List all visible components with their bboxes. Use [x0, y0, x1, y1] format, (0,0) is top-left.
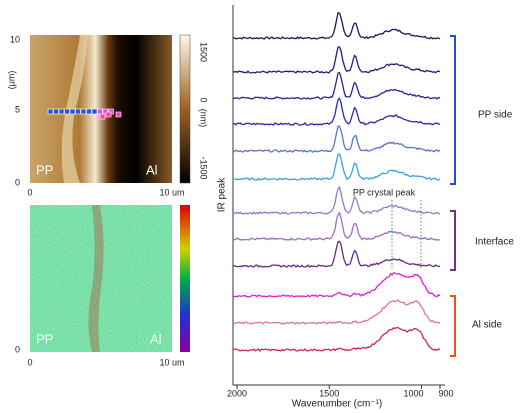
x-tick-label: 0	[27, 357, 32, 367]
bracket	[450, 210, 456, 271]
ir-left-label: PP	[36, 331, 53, 346]
y-tick-label: 0	[15, 177, 20, 187]
y-tick-label: 10	[10, 34, 20, 44]
marker	[97, 108, 103, 115]
marker	[53, 108, 59, 115]
spectrum	[232, 240, 441, 268]
colorbar-tick: -1500	[199, 156, 209, 179]
colorbar	[180, 205, 190, 352]
y-axis-label: (μm)	[6, 71, 16, 90]
afm-left-label: PP	[36, 162, 53, 177]
spectra	[232, 12, 441, 353]
marker	[102, 108, 109, 115]
spectrum	[233, 326, 441, 353]
spectrum	[232, 12, 441, 40]
marker	[69, 108, 76, 115]
marker	[64, 108, 70, 115]
x-tick-label: 1500	[319, 388, 339, 398]
x-tick-label: 0	[27, 187, 32, 197]
marker	[47, 108, 54, 115]
x-tick-label: 2000	[227, 388, 247, 398]
x-tick-label: 10 um	[159, 357, 184, 367]
colorbar	[179, 34, 191, 184]
ir-image	[30, 205, 172, 352]
afm-right-label: Al	[146, 162, 158, 177]
spectrum	[233, 71, 441, 100]
marker	[86, 108, 92, 115]
colorbar-tick: 0	[199, 97, 209, 102]
group-label: Al side	[472, 320, 502, 331]
marker	[115, 111, 122, 118]
colorbar-unit: (nm)	[199, 109, 209, 128]
spectrum	[232, 97, 441, 126]
marker	[99, 113, 106, 120]
x-tick-label: 900	[438, 388, 453, 398]
marker	[75, 108, 81, 115]
y-tick-label: 5	[15, 104, 20, 114]
spectrum	[232, 153, 441, 181]
x-tick-label: 10 um	[159, 187, 184, 197]
marker	[80, 108, 87, 115]
marker	[58, 108, 65, 115]
y-axis-label: IR peak	[217, 177, 228, 212]
group-label: PP side	[478, 110, 513, 121]
spectrum	[232, 185, 441, 215]
ir-right-label: Al	[150, 331, 162, 346]
marker	[105, 111, 112, 118]
x-axis-label: Wavenumber (cm⁻¹)	[292, 399, 382, 410]
group-label: Interface	[475, 237, 514, 248]
ir-interface	[88, 205, 104, 352]
spectrum	[232, 272, 441, 298]
bracket	[450, 295, 456, 357]
marker	[91, 108, 98, 115]
spectrum	[232, 46, 441, 74]
scan-markers	[47, 108, 122, 120]
annotation: PP crystal peak	[353, 187, 416, 197]
x-tick-label: 1000	[404, 388, 424, 398]
spectrum	[232, 299, 441, 325]
bracket	[450, 35, 456, 185]
colorbar-tick: 1500	[199, 42, 209, 62]
spectrum	[232, 125, 441, 153]
spectrum	[232, 211, 440, 241]
y-tick-label: 0	[15, 344, 20, 354]
